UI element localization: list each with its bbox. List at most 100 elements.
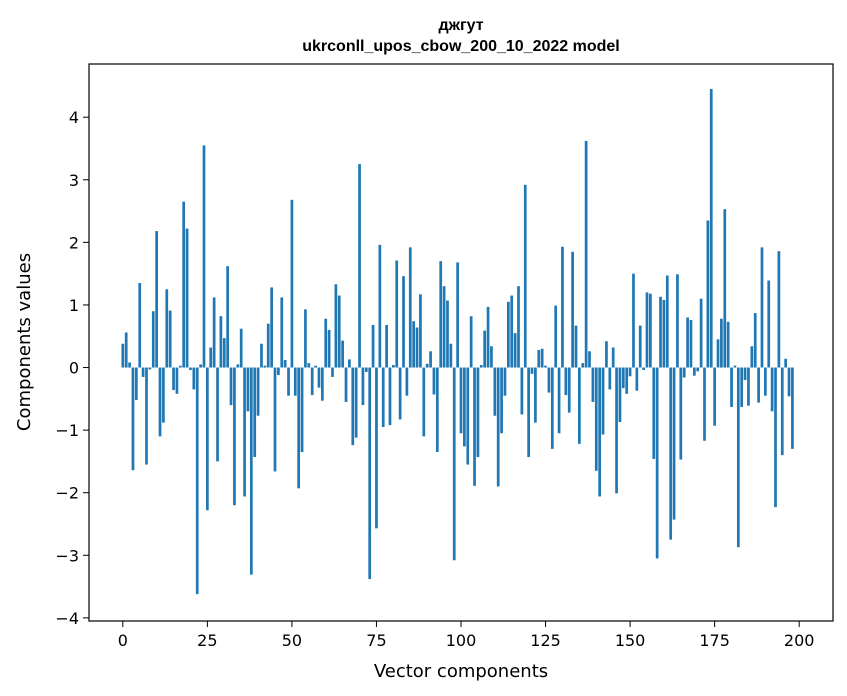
bar (706, 220, 710, 368)
bar (368, 367, 372, 580)
bar (459, 367, 463, 434)
bar (402, 276, 405, 368)
bar (692, 367, 696, 376)
bar (473, 367, 476, 486)
bar (246, 367, 250, 412)
bar (662, 299, 666, 368)
bar (287, 367, 290, 396)
bar (561, 246, 564, 368)
x-tick-label: 25 (197, 631, 217, 650)
bar (642, 367, 645, 371)
bar (233, 367, 236, 506)
bar (178, 365, 182, 368)
bar (757, 367, 760, 403)
bar (615, 367, 618, 494)
bar (625, 367, 629, 394)
bar (334, 284, 338, 368)
bar (138, 283, 142, 368)
bar (520, 367, 524, 415)
bar (199, 364, 202, 368)
bar (361, 367, 365, 406)
bar (496, 367, 500, 487)
bar (405, 367, 409, 396)
bar (605, 341, 608, 368)
bar-series (121, 89, 794, 595)
y-tick-label: −1 (55, 421, 79, 440)
bar (730, 367, 733, 407)
bar (229, 367, 233, 406)
bar (165, 289, 169, 368)
bar (297, 367, 301, 489)
bar (747, 367, 750, 406)
bar (652, 367, 656, 459)
bar (209, 347, 213, 368)
bar (273, 367, 277, 472)
bar (320, 367, 324, 401)
y-tick-label: 1 (69, 296, 79, 315)
bar (564, 367, 568, 396)
bar (479, 365, 483, 368)
bar (716, 339, 720, 368)
bar (554, 305, 558, 368)
bar (192, 367, 196, 390)
y-axis-label: Components values (14, 253, 35, 431)
bar (736, 367, 740, 548)
bar (162, 367, 165, 423)
y-tick-label: −2 (55, 484, 79, 503)
bar (175, 367, 179, 394)
bar (195, 367, 199, 595)
bar (780, 367, 784, 456)
bar (449, 343, 453, 368)
bar (121, 343, 125, 368)
bar (618, 367, 622, 422)
bar (388, 367, 392, 426)
bar (158, 367, 162, 437)
bar (134, 367, 138, 401)
bar (425, 363, 429, 368)
bar (216, 367, 219, 462)
bar (256, 367, 260, 416)
bar (354, 367, 358, 438)
bar (777, 251, 781, 368)
x-tick-label: 100 (446, 631, 477, 650)
bar (750, 346, 754, 368)
bar (598, 367, 602, 497)
bar (392, 365, 395, 368)
bar (493, 367, 497, 416)
bar (124, 332, 128, 368)
bar (713, 367, 716, 426)
bar (770, 367, 774, 412)
bar (726, 321, 730, 368)
bar (310, 367, 314, 396)
bar (581, 363, 585, 368)
bar (469, 316, 473, 368)
bar (547, 367, 551, 393)
x-tick-label: 175 (699, 631, 730, 650)
bar (270, 287, 273, 368)
bar (432, 367, 436, 395)
bar (486, 306, 490, 368)
bar (304, 309, 307, 368)
bar (787, 367, 791, 397)
bar (263, 365, 267, 368)
bar (476, 367, 480, 458)
bar (764, 367, 767, 396)
bar (733, 365, 737, 368)
bar (456, 262, 459, 368)
bar (398, 367, 402, 420)
x-tick-label: 125 (530, 631, 561, 650)
bar (375, 367, 378, 529)
bar (371, 324, 375, 368)
bar (791, 367, 794, 449)
bar (628, 367, 632, 377)
bar (638, 325, 642, 368)
bar (659, 296, 662, 368)
bar (253, 367, 257, 458)
bar (753, 313, 757, 368)
bar (145, 367, 148, 465)
bar (422, 367, 426, 437)
bar (689, 319, 693, 368)
bar (348, 359, 351, 368)
bar (277, 367, 280, 376)
